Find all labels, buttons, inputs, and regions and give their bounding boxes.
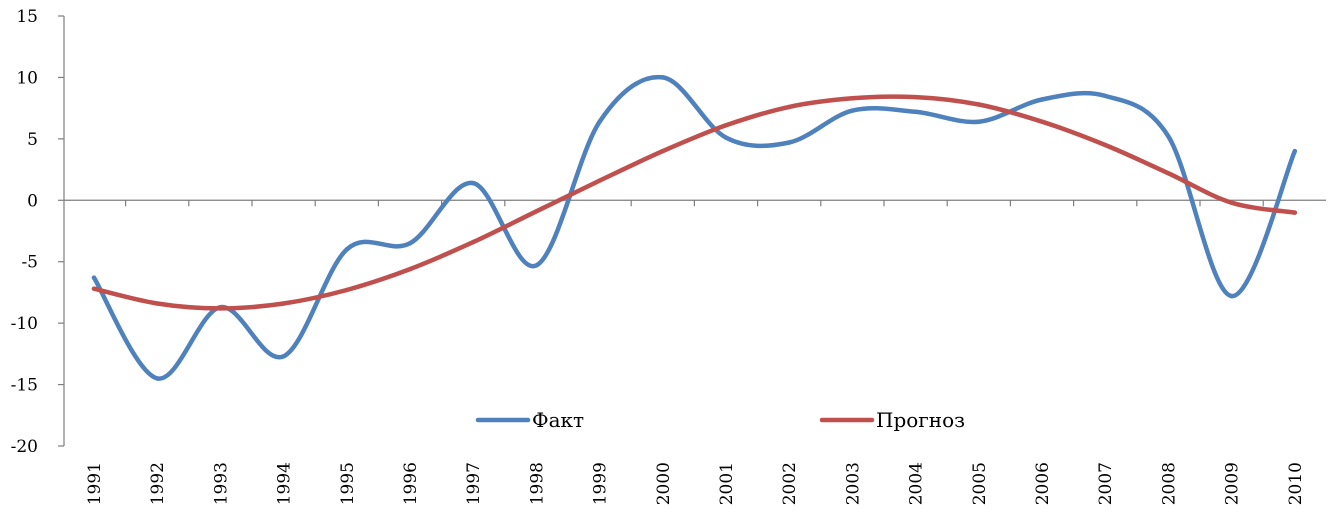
data-point-forecast — [660, 148, 665, 154]
data-point-fact — [597, 119, 602, 124]
data-point-fact — [155, 376, 160, 381]
y-tick-label: -10 — [11, 314, 38, 334]
x-tick-label: 1992 — [148, 462, 168, 505]
y-tick-label: -5 — [21, 253, 38, 273]
data-point-forecast — [471, 239, 476, 245]
data-point-forecast — [407, 266, 413, 272]
data-point-fact — [1229, 293, 1234, 299]
x-tick-label: 1999 — [591, 462, 611, 505]
data-point-fact — [913, 109, 918, 115]
data-point-fact — [1292, 148, 1298, 154]
y-tick-label: 5 — [27, 130, 38, 150]
x-tick-label: 2010 — [1286, 462, 1306, 505]
legend: Факт Прогноз — [475, 408, 965, 432]
y-tick-label: 15 — [16, 7, 38, 27]
data-point-forecast — [1166, 171, 1171, 176]
y-tick-label: 10 — [16, 68, 38, 88]
data-point-fact — [660, 75, 665, 80]
data-point-fact — [1103, 93, 1108, 99]
data-point-forecast — [281, 301, 286, 306]
data-point-forecast — [1229, 200, 1234, 205]
y-tick-label: -20 — [11, 437, 38, 457]
x-tick-label: 1997 — [464, 462, 484, 505]
data-point-fact — [471, 180, 476, 186]
data-point-forecast — [1292, 210, 1298, 215]
data-point-fact — [407, 241, 413, 246]
x-tick-label: 2009 — [1223, 462, 1243, 505]
data-point-forecast — [597, 178, 602, 183]
x-tick-label: 1991 — [85, 462, 105, 505]
data-point-fact — [787, 140, 792, 145]
x-tick-label: 2004 — [907, 462, 927, 505]
x-tick-label: 2000 — [654, 462, 674, 505]
data-point-fact — [344, 247, 349, 252]
data-point-fact — [91, 275, 97, 280]
data-point-forecast — [913, 94, 918, 100]
series-layer — [91, 74, 1298, 381]
data-point-forecast — [723, 123, 729, 128]
x-tick-label: 1995 — [338, 462, 358, 505]
data-point-fact — [281, 354, 286, 359]
data-point-forecast — [91, 286, 97, 291]
x-tick-label: 2002 — [780, 462, 800, 505]
x-tick-label: 1994 — [275, 462, 295, 505]
data-point-fact — [723, 135, 729, 140]
x-tick-label: 2008 — [1159, 462, 1179, 505]
data-point-forecast — [976, 102, 981, 107]
data-point-forecast — [218, 306, 223, 311]
data-point-forecast — [850, 96, 855, 101]
data-point-forecast — [1039, 119, 1045, 124]
x-tick-label: 1996 — [401, 462, 421, 505]
series-line-fact — [91, 74, 1298, 381]
data-point-fact — [850, 108, 855, 113]
legend-label-fact: Факт — [532, 408, 584, 432]
data-point-forecast — [534, 209, 539, 214]
data-point-fact — [1039, 97, 1045, 102]
x-tick-label: 2001 — [717, 462, 737, 505]
x-tick-label: 1998 — [527, 462, 547, 505]
axes: 15 10 5 0 -5 -10 -15 -20 1991 1992 1993 1994 1995 199… — [11, 7, 1326, 505]
data-point-forecast — [155, 301, 160, 306]
data-point-fact — [1166, 134, 1171, 139]
y-tick-label: 0 — [27, 191, 38, 211]
x-tick-label: 2003 — [843, 462, 863, 505]
data-point-forecast — [1103, 142, 1108, 148]
data-point-fact — [976, 119, 981, 124]
x-tick-label: 2005 — [970, 462, 990, 505]
x-tick-label: 2006 — [1033, 462, 1053, 505]
x-tick-label: 2007 — [1096, 462, 1116, 505]
legend-label-forecast: Прогноз — [876, 408, 965, 432]
x-tick-label: 1993 — [211, 462, 231, 505]
data-point-forecast — [344, 287, 349, 293]
data-point-fact — [534, 263, 539, 268]
data-point-forecast — [787, 104, 792, 110]
y-tick-label: -15 — [11, 376, 38, 396]
